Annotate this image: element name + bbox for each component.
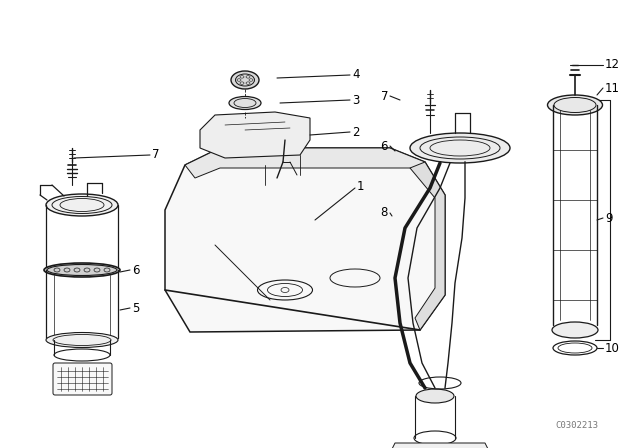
Text: 7: 7 (381, 90, 388, 103)
Ellipse shape (231, 71, 259, 89)
Text: 5: 5 (132, 302, 140, 314)
Ellipse shape (410, 133, 510, 163)
FancyBboxPatch shape (53, 363, 112, 395)
Ellipse shape (547, 95, 602, 115)
Polygon shape (185, 148, 430, 178)
Text: 4: 4 (352, 69, 360, 82)
Text: 9: 9 (605, 211, 612, 224)
Polygon shape (165, 148, 445, 332)
Text: 12: 12 (605, 59, 620, 72)
Ellipse shape (229, 96, 261, 109)
Text: 1: 1 (357, 180, 365, 193)
Ellipse shape (552, 322, 598, 338)
Text: C0302213: C0302213 (555, 421, 598, 430)
Text: 8: 8 (381, 207, 388, 220)
Text: 6: 6 (132, 263, 140, 276)
Polygon shape (200, 112, 310, 158)
Ellipse shape (46, 332, 118, 348)
Text: 6: 6 (381, 139, 388, 152)
Ellipse shape (416, 389, 454, 403)
Text: 2: 2 (352, 125, 360, 138)
Text: 3: 3 (352, 94, 360, 107)
Text: 11: 11 (605, 82, 620, 95)
Polygon shape (390, 443, 490, 448)
Text: 10: 10 (605, 341, 620, 354)
Ellipse shape (46, 194, 118, 216)
Text: 7: 7 (152, 148, 159, 161)
Ellipse shape (44, 263, 120, 277)
Polygon shape (410, 162, 445, 330)
